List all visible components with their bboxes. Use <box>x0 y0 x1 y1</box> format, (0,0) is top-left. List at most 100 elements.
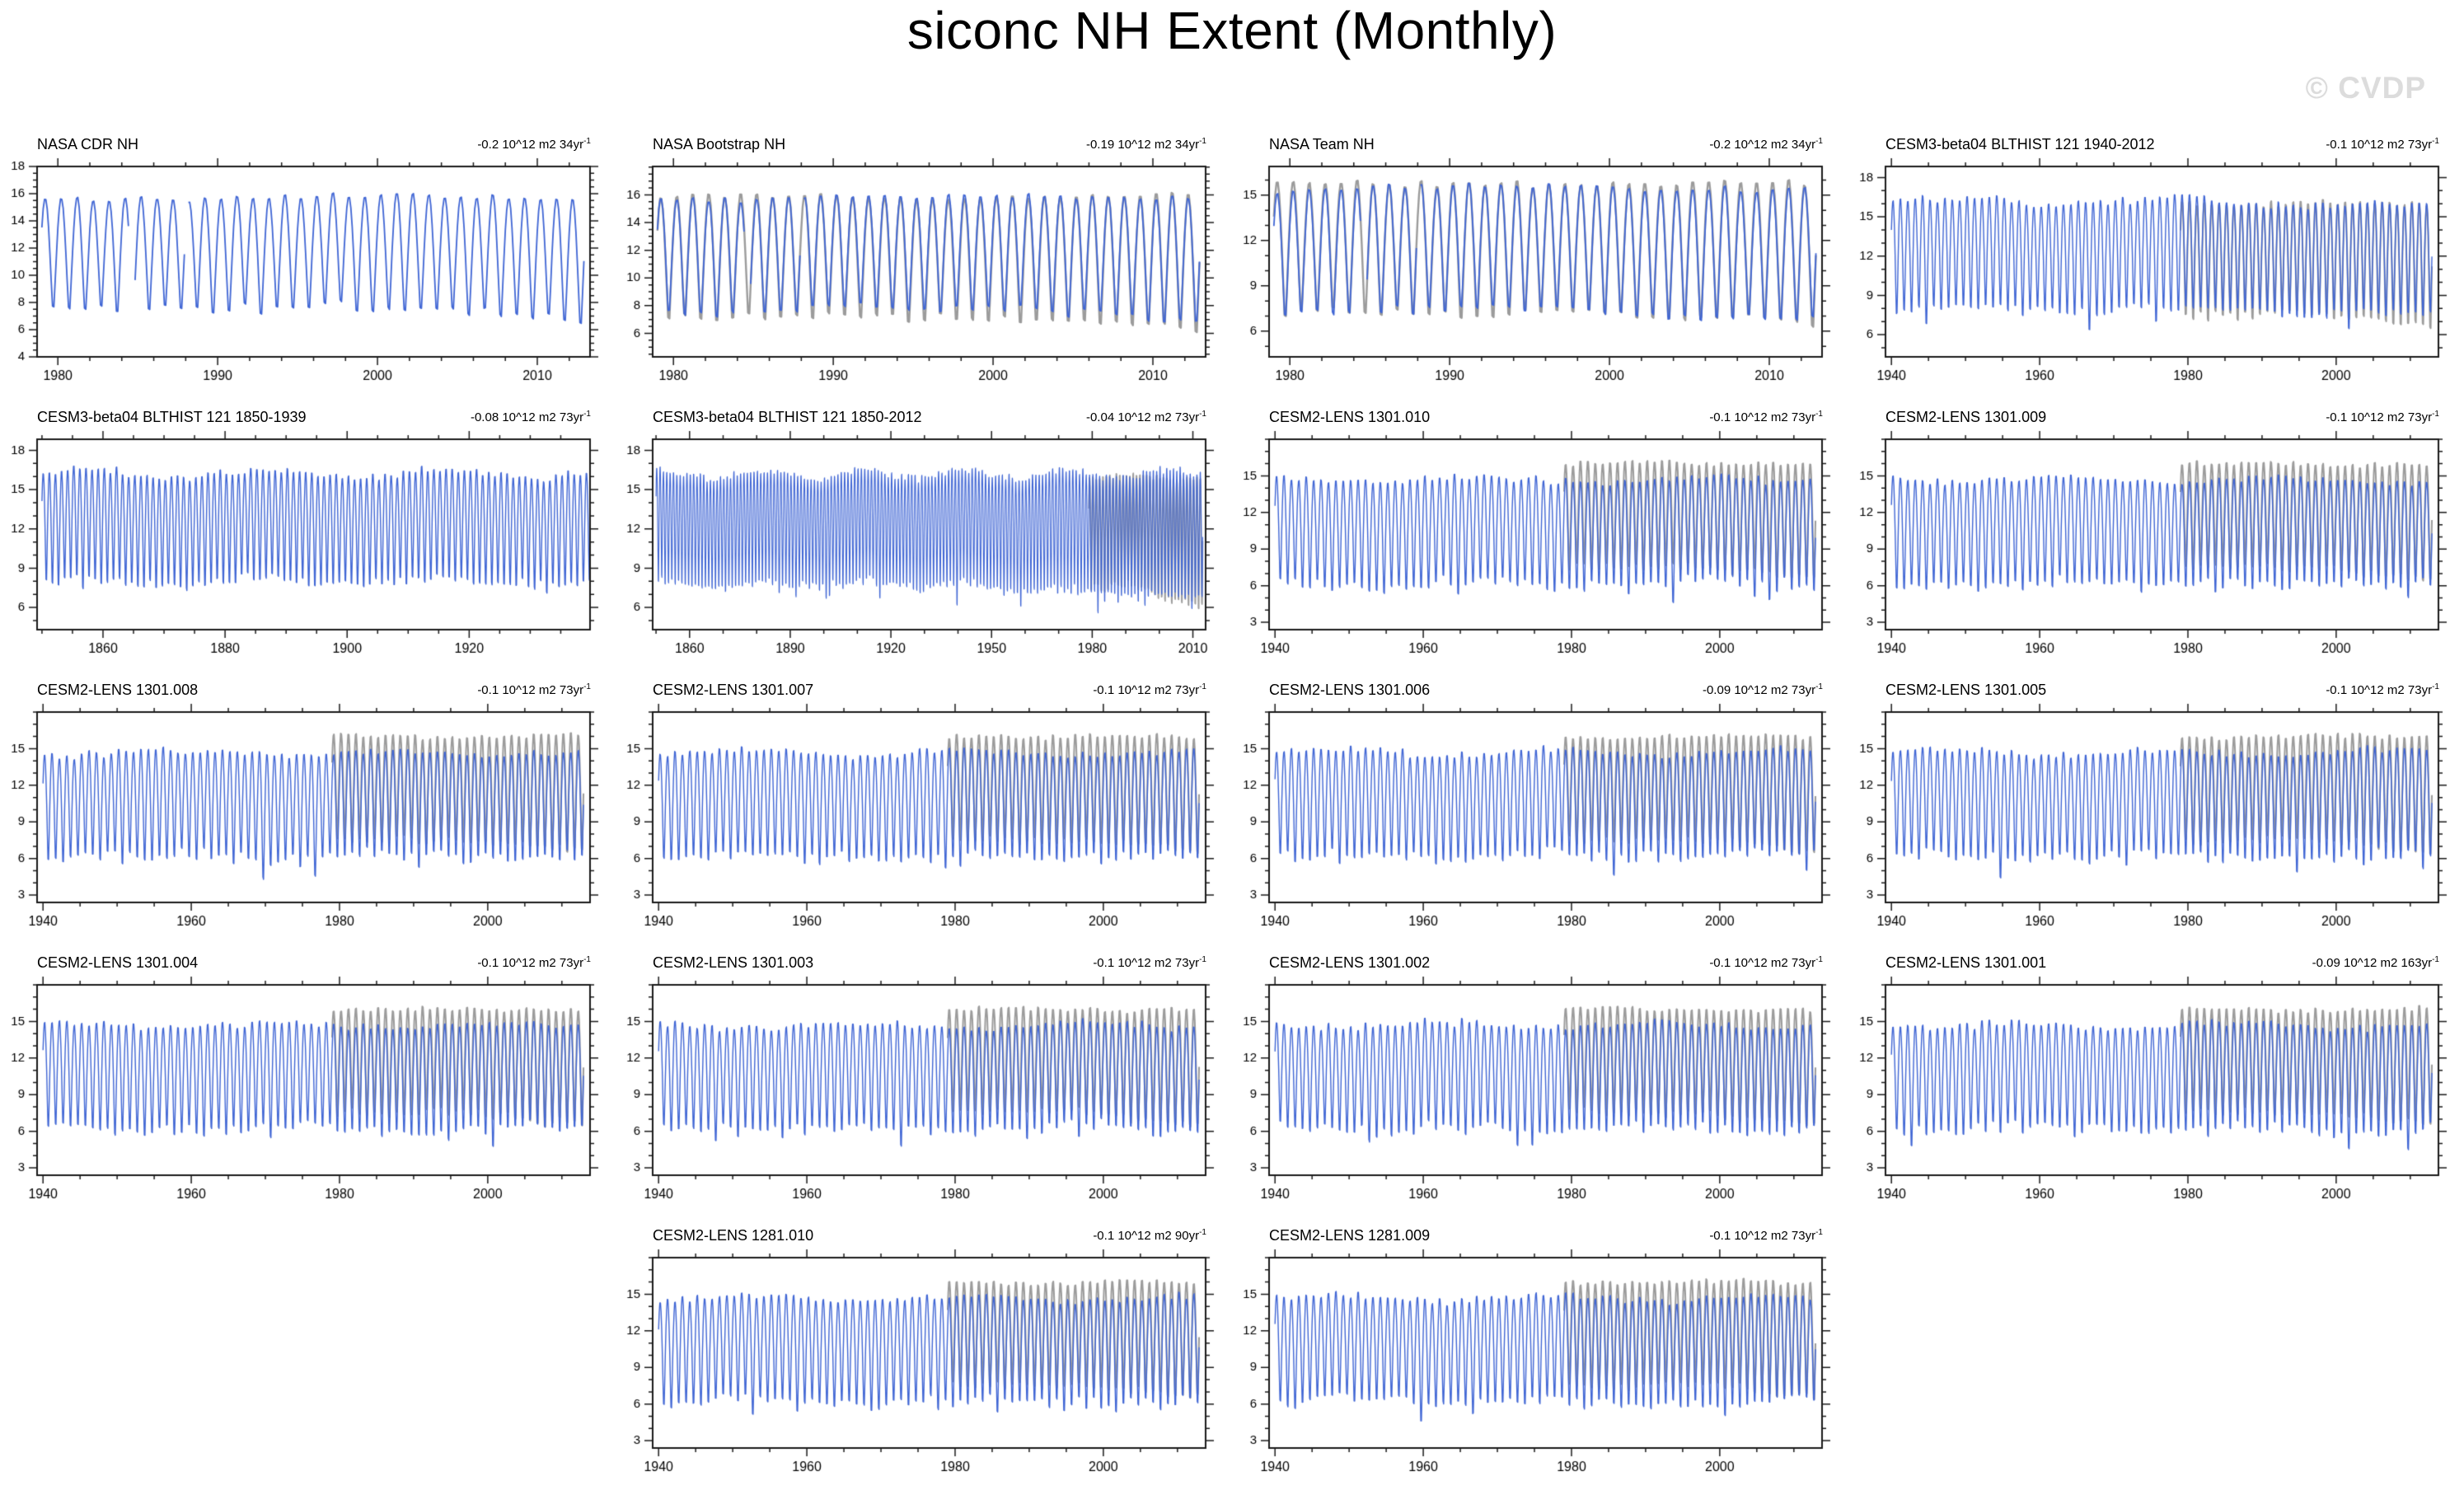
panel-title: CESM3-beta04 BLTHIST 121 1850-2012 <box>653 409 922 425</box>
trend-value: -0.1 10^12 m2 73yr <box>477 956 584 970</box>
timeseries-plot <box>1848 699 2464 942</box>
trend-value: -0.1 10^12 m2 73yr <box>1093 956 1200 970</box>
timeseries-panel: NASA CDR NH -0.2 10^12 m2 34yr-1 <box>0 124 616 396</box>
trend-value: -0.09 10^12 m2 73yr <box>1702 683 1816 697</box>
panel-trend-label: -0.19 10^12 m2 34yr-1 <box>1086 137 1206 152</box>
timeseries-panel: CESM3-beta04 BLTHIST 121 1850-2012 -0.04… <box>616 396 1231 669</box>
panel-trend-label: -0.1 10^12 m2 73yr-1 <box>1709 410 1823 424</box>
panel-header: CESM2-LENS 1301.009 -0.1 10^12 m2 73yr-1 <box>1848 396 2464 426</box>
trend-value: -0.1 10^12 m2 73yr <box>1093 683 1200 697</box>
timeseries-panel: CESM2-LENS 1301.005 -0.1 10^12 m2 73yr-1 <box>1848 669 2464 942</box>
trend-exponent: -1 <box>1199 955 1206 964</box>
panel-header: CESM3-beta04 BLTHIST 121 1850-2012 -0.04… <box>616 396 1231 426</box>
panel-title: CESM2-LENS 1281.009 <box>1269 1227 1431 1244</box>
panel-trend-label: -0.1 10^12 m2 73yr-1 <box>477 682 591 697</box>
panel-trend-label: -0.1 10^12 m2 73yr-1 <box>1093 682 1206 697</box>
trend-value: -0.2 10^12 m2 34yr <box>477 138 584 152</box>
panel-trend-label: -0.1 10^12 m2 73yr-1 <box>2326 137 2439 152</box>
panel-title: CESM2-LENS 1301.008 <box>37 682 199 698</box>
panel-header: NASA Team NH -0.2 10^12 m2 34yr-1 <box>1232 124 1848 153</box>
timeseries-plot <box>1232 153 1848 396</box>
panel-title: NASA Bootstrap NH <box>653 136 786 152</box>
trend-value: -0.04 10^12 m2 73yr <box>1085 410 1200 424</box>
panel-title: CESM2-LENS 1301.002 <box>1269 954 1431 971</box>
timeseries-panel: CESM2-LENS 1281.010 -0.1 10^12 m2 90yr-1 <box>616 1215 1231 1488</box>
panel-trend-label: -0.1 10^12 m2 73yr-1 <box>1093 955 1206 970</box>
panel-title: CESM2-LENS 1301.006 <box>1269 682 1431 698</box>
trend-value: -0.19 10^12 m2 34yr <box>1085 138 1200 152</box>
timeseries-panel: CESM2-LENS 1301.004 -0.1 10^12 m2 73yr-1 <box>0 942 616 1215</box>
trend-exponent: -1 <box>2432 137 2439 146</box>
panel-title: CESM2-LENS 1301.010 <box>1269 409 1431 425</box>
timeseries-plot <box>616 1244 1231 1488</box>
timeseries-plot <box>0 699 616 942</box>
panel-trend-label: -0.1 10^12 m2 73yr-1 <box>1709 955 1823 970</box>
trend-exponent: -1 <box>1815 682 1823 691</box>
timeseries-plot <box>616 153 1231 396</box>
trend-exponent: -1 <box>1815 410 1823 419</box>
panel-trend-label: -0.1 10^12 m2 73yr-1 <box>2326 410 2439 424</box>
trend-exponent: -1 <box>1199 410 1206 419</box>
timeseries-plot <box>1232 1244 1848 1488</box>
timeseries-panel: CESM2-LENS 1301.006 -0.09 10^12 m2 73yr-… <box>1232 669 1848 942</box>
timeseries-panel: CESM2-LENS 1301.007 -0.1 10^12 m2 73yr-1 <box>616 669 1231 942</box>
timeseries-panel: CESM2-LENS 1301.009 -0.1 10^12 m2 73yr-1 <box>1848 396 2464 669</box>
panel-trend-label: -0.2 10^12 m2 34yr-1 <box>1709 137 1823 152</box>
trend-exponent: -1 <box>1815 955 1823 964</box>
panel-title: CESM2-LENS 1301.003 <box>653 954 814 971</box>
timeseries-plot <box>0 972 616 1215</box>
panel-trend-label: -0.1 10^12 m2 73yr-1 <box>2326 682 2439 697</box>
trend-exponent: -1 <box>583 410 591 419</box>
timeseries-panel: NASA Team NH -0.2 10^12 m2 34yr-1 <box>1232 124 1848 396</box>
trend-value: -0.1 10^12 m2 73yr <box>1709 1229 1816 1243</box>
panel-title: CESM3-beta04 BLTHIST 121 1940-2012 <box>1885 136 2155 152</box>
timeseries-panel: CESM3-beta04 BLTHIST 121 1940-2012 -0.1 … <box>1848 124 2464 396</box>
timeseries-panel: CESM2-LENS 1301.008 -0.1 10^12 m2 73yr-1 <box>0 669 616 942</box>
panel-header: NASA CDR NH -0.2 10^12 m2 34yr-1 <box>0 124 616 153</box>
trend-exponent: -1 <box>2432 410 2439 419</box>
trend-exponent: -1 <box>1815 137 1823 146</box>
panel-title: CESM2-LENS 1301.004 <box>37 954 199 971</box>
trend-value: -0.1 10^12 m2 90yr <box>1093 1229 1200 1243</box>
panel-trend-label: -0.1 10^12 m2 90yr-1 <box>1093 1228 1206 1243</box>
panel-header: CESM2-LENS 1301.007 -0.1 10^12 m2 73yr-1 <box>616 669 1231 699</box>
panel-title: NASA Team NH <box>1269 136 1375 152</box>
panel-header: CESM2-LENS 1301.002 -0.1 10^12 m2 73yr-1 <box>1232 942 1848 972</box>
panel-title: CESM3-beta04 BLTHIST 121 1850-1939 <box>37 409 307 425</box>
trend-exponent: -1 <box>583 955 591 964</box>
timeseries-plot <box>0 426 616 669</box>
timeseries-panel: CESM2-LENS 1301.010 -0.1 10^12 m2 73yr-1 <box>1232 396 1848 669</box>
panel-header: CESM3-beta04 BLTHIST 121 1850-1939 -0.08… <box>0 396 616 426</box>
panel-title: NASA CDR NH <box>37 136 139 152</box>
trend-exponent: -1 <box>1199 137 1206 146</box>
panel-title: CESM2-LENS 1281.010 <box>653 1227 814 1244</box>
trend-value: -0.1 10^12 m2 73yr <box>2326 138 2433 152</box>
panel-trend-label: -0.09 10^12 m2 73yr-1 <box>1703 682 1823 697</box>
trend-value: -0.09 10^12 m2 163yr <box>2312 956 2433 970</box>
panel-header: CESM2-LENS 1301.004 -0.1 10^12 m2 73yr-1 <box>0 942 616 972</box>
panel-header: CESM2-LENS 1301.005 -0.1 10^12 m2 73yr-1 <box>1848 669 2464 699</box>
panel-trend-label: -0.04 10^12 m2 73yr-1 <box>1086 410 1206 424</box>
timeseries-plot <box>0 153 616 396</box>
panel-header: CESM2-LENS 1301.006 -0.09 10^12 m2 73yr-… <box>1232 669 1848 699</box>
timeseries-plot <box>1232 972 1848 1215</box>
panel-header: CESM3-beta04 BLTHIST 121 1940-2012 -0.1 … <box>1848 124 2464 153</box>
panel-header: CESM2-LENS 1301.003 -0.1 10^12 m2 73yr-1 <box>616 942 1231 972</box>
timeseries-plot <box>1232 426 1848 669</box>
panel-trend-label: -0.09 10^12 m2 163yr-1 <box>2312 955 2439 970</box>
timeseries-plot <box>616 699 1231 942</box>
trend-exponent: -1 <box>2432 682 2439 691</box>
trend-value: -0.1 10^12 m2 73yr <box>1709 410 1816 424</box>
panel-header: CESM2-LENS 1301.001 -0.09 10^12 m2 163yr… <box>1848 942 2464 972</box>
timeseries-plot <box>616 972 1231 1215</box>
timeseries-plot <box>1848 153 2464 396</box>
figure-title: siconc NH Extent (Monthly) <box>906 1 1558 60</box>
panel-title: CESM2-LENS 1301.007 <box>653 682 814 698</box>
panel-header: CESM2-LENS 1301.008 -0.1 10^12 m2 73yr-1 <box>0 669 616 699</box>
trend-exponent: -1 <box>1815 1228 1823 1237</box>
timeseries-panel: CESM2-LENS 1301.001 -0.09 10^12 m2 163yr… <box>1848 942 2464 1215</box>
trend-value: -0.2 10^12 m2 34yr <box>1709 138 1816 152</box>
timeseries-panel: NASA Bootstrap NH -0.19 10^12 m2 34yr-1 <box>616 124 1231 396</box>
